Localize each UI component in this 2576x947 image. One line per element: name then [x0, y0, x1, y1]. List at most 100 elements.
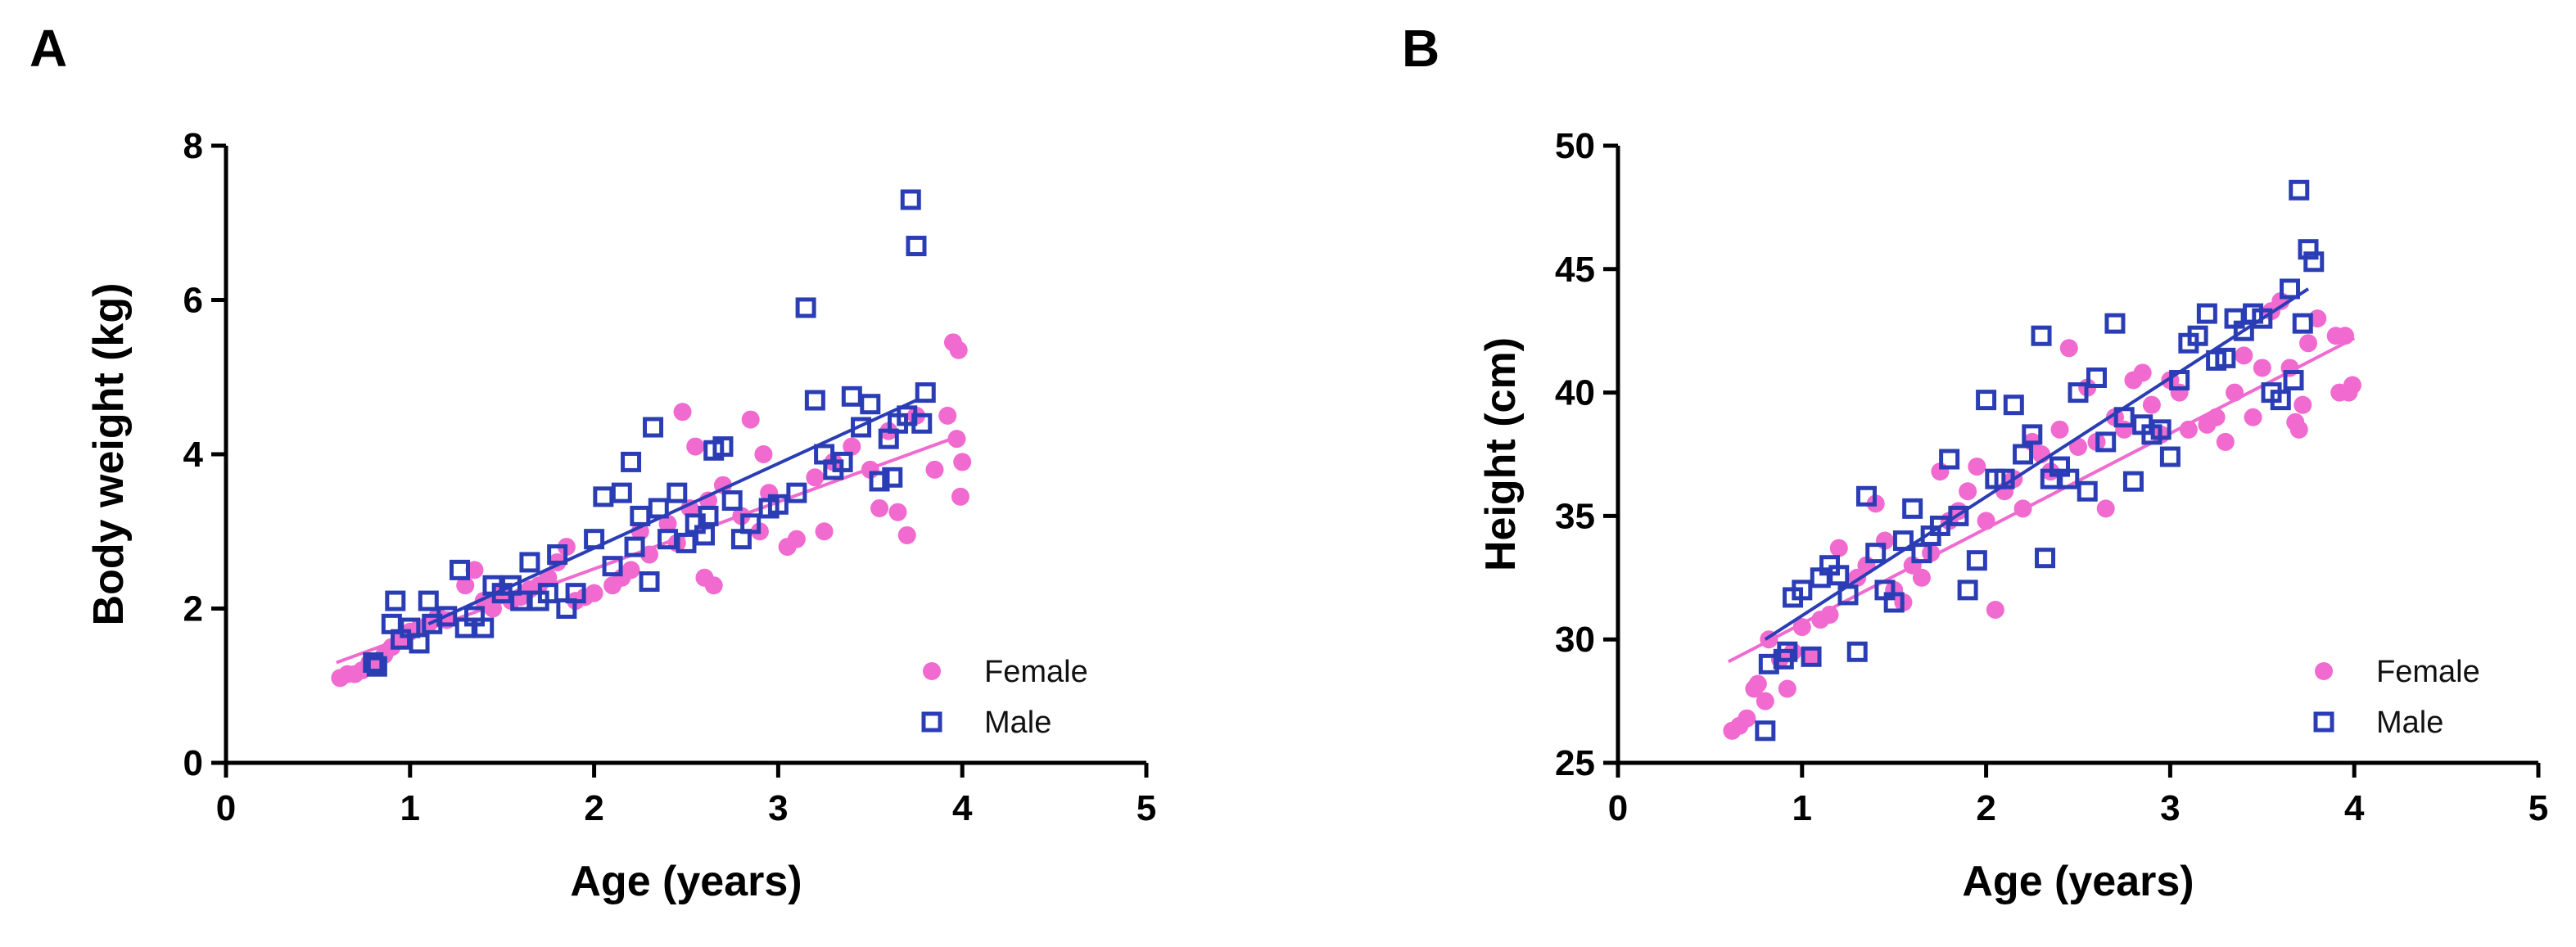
chart0-male-point	[436, 606, 458, 627]
chart0-x-tick-label: 1	[400, 788, 420, 828]
chart1-male-point	[2104, 313, 2126, 334]
chart0-male-point	[795, 297, 816, 318]
chart0-female-point	[870, 498, 889, 517]
chart0-female-point	[787, 530, 806, 548]
chart0-male-fit-line	[427, 399, 917, 626]
chart1-y-tick-label: 40	[1555, 373, 1595, 413]
chart1-x-tick-label: 3	[2160, 788, 2180, 828]
chart1-male-point	[1801, 646, 1822, 667]
chart0-legend-male-marker	[921, 711, 942, 733]
chart1-male-point	[2298, 239, 2319, 260]
chart1-male-fit-line	[1764, 287, 2310, 641]
chart0-male-point	[621, 451, 642, 472]
chart0-female-point	[953, 453, 972, 471]
chart1-y-tick-label: 50	[1555, 126, 1595, 166]
chart0-male-point	[882, 467, 903, 488]
chart1-female-point	[2059, 339, 2078, 358]
chart1-male-point	[2122, 471, 2144, 492]
chart1-male-point	[2270, 390, 2291, 411]
chart0-male-point	[767, 494, 789, 515]
chart1-series-female	[1723, 292, 2361, 740]
chart0-male-point	[611, 482, 632, 503]
chart0-legend-female-marker	[923, 662, 941, 680]
chart1-male-point	[2196, 303, 2217, 324]
chart0-male-point	[449, 559, 470, 580]
chart1-y-tick-label: 45	[1555, 250, 1595, 290]
chart0-male-point	[602, 556, 623, 577]
chart1-female-point	[2050, 420, 2069, 439]
chart0-female-point	[925, 460, 944, 479]
chart1-male-point	[2187, 325, 2208, 346]
chart0-y-tick-label: 2	[183, 589, 203, 629]
chart0-x-tick-label: 0	[216, 788, 236, 828]
chart1-series-male	[1755, 179, 2325, 742]
chart1-x-axis-title: Age (years)	[1962, 858, 2194, 905]
chart0-female-point	[888, 503, 907, 521]
chart0-male-point	[639, 571, 660, 593]
chart0-male-point	[537, 583, 558, 604]
chart1-y-tick-label: 25	[1555, 743, 1595, 783]
chart0-male-point	[630, 505, 651, 526]
chart0-female-point	[585, 584, 603, 602]
chart1-y-tick-label: 35	[1555, 496, 1595, 536]
chart0-female-point	[456, 576, 475, 595]
chart0-male-point	[721, 490, 743, 512]
chart1-male-point	[2068, 382, 2089, 404]
chart0-male-point	[624, 536, 645, 557]
chart0-male-point	[409, 633, 430, 654]
chart0-y-tick-label: 6	[183, 281, 203, 321]
chart0-female-point	[843, 437, 861, 456]
chart1-x-tick-label: 1	[1792, 788, 1812, 828]
chart1-female-fit-line	[1727, 336, 2356, 664]
chart1-female-point	[1829, 539, 1848, 557]
chart1-female-point	[2253, 359, 2271, 377]
chart1-male-point	[2095, 431, 2117, 453]
chart1-male-point	[1902, 498, 1923, 519]
chart0-male-point	[911, 413, 933, 434]
chart0-male-point	[547, 544, 568, 566]
chart1-female-point	[1986, 601, 2004, 620]
chart0-y-axis-title: Body weight (kg)	[85, 283, 133, 626]
chart0-male-point	[832, 451, 853, 472]
chart0-male-point	[740, 513, 762, 534]
chart0-male-point	[593, 486, 614, 507]
chart1-x-tick-label: 0	[1608, 788, 1628, 828]
chart0-male-point	[906, 236, 927, 257]
chart1-male-point	[2059, 468, 2080, 489]
chart1-female-point	[1802, 647, 1821, 666]
chart0-female-point	[673, 403, 692, 422]
chart1-female-point	[1748, 674, 1767, 693]
chart0-legend-male-label: Male	[984, 706, 1051, 740]
chart0-female-point	[949, 340, 968, 359]
chart0-female-fit-line	[336, 433, 963, 665]
chart0-male-point	[698, 505, 719, 526]
chart0-female-point	[686, 437, 705, 456]
chart0-male-point	[519, 552, 540, 573]
chart1-female-point	[1968, 458, 1986, 476]
chart1-female-point	[1959, 482, 1977, 501]
chart0-male-point	[473, 617, 495, 638]
chart0-legend-female-label: Female	[984, 655, 1088, 689]
chart0-male-point	[851, 417, 872, 438]
chart0-male-point	[804, 390, 825, 411]
chart1-male-point	[2003, 395, 2024, 416]
chart1-female-point	[2299, 334, 2317, 353]
chart1-female-point	[2142, 395, 2161, 414]
chart1-male-point	[2303, 251, 2325, 273]
chart1-male-point	[1939, 449, 1960, 470]
chart1-male-point	[2086, 368, 2107, 389]
chart1-male-point	[2283, 370, 2304, 391]
chart1-male-point	[1976, 390, 1997, 411]
chart0-male-point	[900, 189, 921, 210]
chart0-male-point	[667, 482, 688, 503]
chart1-legend-female-label: Female	[2376, 655, 2480, 689]
chart1-male-point	[2252, 308, 2273, 329]
chart0-male-point	[366, 656, 387, 677]
chart0-x-tick-label: 4	[952, 788, 973, 828]
chart1-male-point	[2159, 446, 2181, 467]
chart0-x-tick-label: 2	[584, 788, 603, 828]
chart1-male-point	[1957, 579, 1978, 601]
chart0-x-tick-label: 5	[1137, 788, 1156, 828]
